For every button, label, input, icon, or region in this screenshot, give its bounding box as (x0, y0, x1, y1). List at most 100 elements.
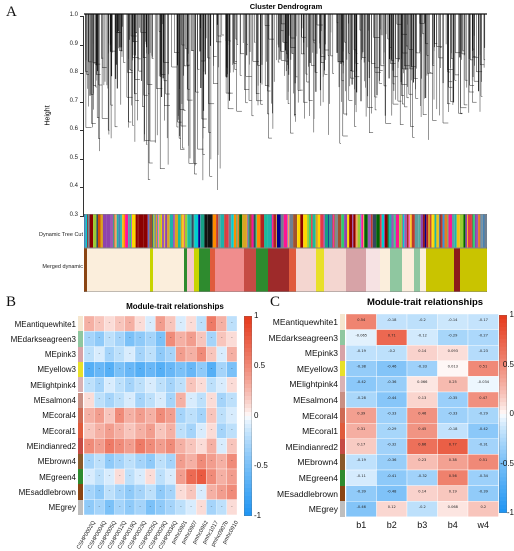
panel-a-ytick-mark (80, 215, 84, 217)
panel-c-row-label: MEindianred2 (285, 441, 338, 452)
panel-c-cell-value: -0.39 (357, 489, 367, 493)
panel-b-cell-text: ~ (129, 337, 131, 340)
panel-b-cell-text: ~ (231, 459, 233, 462)
panel-b-cell-text: ~ (211, 444, 213, 447)
panel-b-cell-text: ~ (160, 444, 162, 447)
panel-b-cell-text: ~ (221, 490, 223, 493)
panel-c-cell (345, 422, 377, 439)
panel-c-cell (376, 345, 408, 362)
panel-c-cell-value: -0.48 (387, 489, 397, 493)
panel-c-cell (467, 500, 499, 517)
panel-b-cell-text: ~ (98, 474, 100, 477)
panel-b-cell-text: ~ (88, 444, 90, 447)
panel-b-cell-text: ~ (139, 337, 141, 340)
panel-b-cell-text: ~ (109, 459, 111, 462)
panel-b-cell-text: ~ (98, 367, 100, 370)
panel-c-cell-value: -0.32 (387, 443, 396, 447)
panel-c-module-swatch (340, 438, 345, 455)
panel-c-row-label: MEcoral1 (302, 426, 338, 437)
panel-b-cell-text: ~ (221, 459, 223, 462)
panel-c-cell-value: 0.66 (418, 443, 427, 447)
panel-a-ytick-mark (80, 16, 84, 17)
panel-c-cell-value: 0.23 (418, 458, 426, 462)
panel-b-cell-text: ~ (160, 490, 162, 493)
panel-a-ytick-mark (80, 101, 84, 103)
panel-c-cell-value: -0.44 (387, 396, 397, 400)
panel-b-legend-tick: 1 (254, 311, 259, 320)
panel-b-cell-text: ~ (129, 459, 131, 462)
panel-b-cell-text: ~ (200, 398, 202, 401)
panel-c-row-label: MEantiquewhite1 (272, 317, 338, 327)
panel-b-cell-text: ~ (119, 413, 121, 416)
panel-c-cell-value: -0.065 (356, 333, 368, 337)
panel-b-cell-text: ~ (119, 490, 121, 493)
panel-c-module-swatch (340, 314, 345, 330)
panel-a-title: Cluster Dendrogram (249, 2, 323, 11)
panel-b-cell-text: ~ (200, 505, 202, 508)
panel-b-cell-text: ~ (119, 321, 121, 324)
panel-c-row-label: MEbrown4 (297, 457, 338, 468)
panel-c-cell-value: -0.2 (419, 505, 426, 509)
panel-b-cell-text: ~ (98, 505, 100, 508)
panel-b-cell-text: ~ (200, 459, 202, 462)
panel-b-cell-text: ~ (180, 352, 182, 355)
panel-c-cell-value: -0.27 (479, 333, 488, 337)
panel-b-cell-text: ~ (160, 367, 162, 370)
panel-a-ytick: 0.3 (69, 211, 78, 218)
panel-c-cell-value: -0.19 (357, 458, 367, 462)
panel-a-yaxis-line (83, 16, 84, 216)
panel-a-ytick-mark (80, 130, 84, 131)
panel-c-row-label: MEcoral4 (302, 410, 338, 421)
panel-b-cell-text: ~ (211, 428, 213, 431)
panel-c-legend-tick: 0 (509, 409, 514, 418)
panel-c-module-swatch (340, 454, 345, 470)
panel-b-cell-text: ~ (129, 321, 131, 324)
panel-c-module-swatch (340, 345, 345, 361)
panel-c-col-label: b3 (417, 520, 428, 530)
panel-b-cell-text: ~ (109, 398, 111, 401)
panel-c-cell-value: 0.13 (418, 396, 426, 400)
panel-b-cell-text: ~ (231, 490, 233, 493)
panel-b-cell-text: ~ (200, 321, 202, 324)
panel-b-cell-text: ~ (119, 337, 121, 340)
panel-b-cell-text: ~ (180, 490, 182, 493)
panel-c-cell-value: 0.51 (479, 458, 487, 462)
panel-c-cell-value: -0.17 (479, 318, 488, 322)
panel-c-row-label: MEdarkseagreen3 (268, 332, 338, 343)
panel-b-cell-text: ~ (119, 444, 121, 447)
panel-a-ytick: 0.5 (69, 154, 78, 161)
panel-b-cell-text: ~ (98, 459, 100, 462)
panel-c-cell-value: -0.29 (448, 333, 458, 337)
panel-b-cell-text: ~ (190, 352, 192, 355)
panel-c-cell-value: 0.51 (479, 365, 487, 369)
panel-b-cell-text: ~ (211, 352, 213, 355)
panel-c-cell-value: 0.56 (449, 474, 458, 478)
panel-c-cell-value: -0.46 (387, 365, 397, 369)
panel-b-cell-text: ~ (190, 459, 192, 462)
panel-b-cell-text: ~ (200, 367, 202, 370)
panel-a-yaxis: 1.0 0.9 0.8 0.7 0.6 0.5 0.4 0.3 (58, 10, 84, 218)
panel-c-cell-value: 0.54 (357, 318, 366, 322)
panel-b-cell-text: ~ (180, 459, 182, 462)
panel-b-cell-text: ~ (129, 444, 131, 447)
panel-a-ytick: 0.7 (69, 97, 78, 104)
panel-b-cell-text: ~ (211, 398, 213, 401)
panel-b-cell-text: ~ (119, 459, 121, 462)
panel-c-cell-value: 0.14 (418, 489, 427, 493)
panel-c-cell-value: 0.25 (449, 380, 457, 384)
panel-b-row-label: MEcoral1 (42, 426, 76, 436)
panel-b-cell-text: ~ (211, 505, 213, 508)
panel-c-cell-value: 0.77 (449, 443, 457, 447)
panel-b-legend-tick: 0.5 (254, 361, 266, 370)
panel-b-cell-text: ~ (119, 505, 121, 508)
panel-a-ytick: 0.6 (69, 126, 78, 132)
panel-b-letter: B (6, 294, 17, 310)
panel-b-cell-text: ~ (180, 367, 182, 370)
panel-a-ytick: 1.0 (69, 12, 78, 18)
panel-b-cell-text: ~ (221, 505, 223, 508)
panel-b-cell-text: ~ (109, 367, 111, 370)
panel-b-cell-text: ~ (109, 337, 111, 340)
panel-b-cell-text: ~ (119, 352, 121, 355)
panel-b-title: Module-trait relationships (126, 302, 224, 311)
panel-c-row-label: MEgreen4 (298, 473, 338, 483)
